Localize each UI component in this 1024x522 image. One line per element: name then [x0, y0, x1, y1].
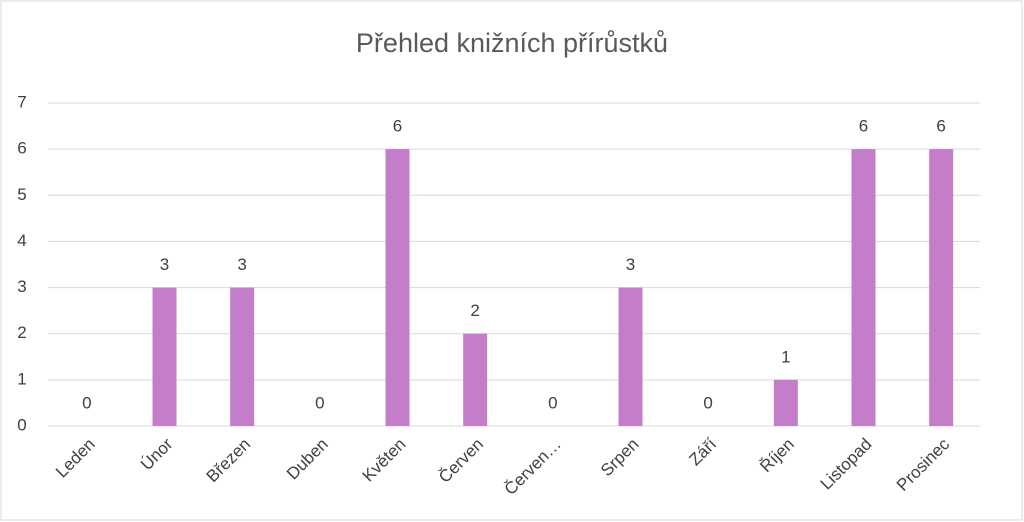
y-tick-label: 7	[17, 92, 26, 111]
y-tick-label: 3	[17, 277, 26, 296]
data-label: 2	[470, 301, 479, 320]
bar	[929, 149, 954, 426]
chart-title: Přehled knižních přírůstků	[356, 28, 668, 58]
bar	[851, 149, 876, 426]
bar	[230, 287, 255, 426]
bar	[385, 149, 410, 426]
data-label: 1	[781, 347, 790, 366]
data-label: 3	[626, 255, 635, 274]
bar	[463, 333, 488, 426]
bar	[773, 379, 798, 426]
y-tick-label: 5	[17, 185, 26, 204]
data-label: 6	[936, 117, 945, 136]
data-label: 0	[82, 393, 91, 412]
y-tick-label: 6	[17, 139, 26, 158]
y-tick-label: 1	[17, 369, 26, 388]
y-tick-label: 2	[17, 323, 26, 342]
bar	[152, 287, 177, 426]
data-label: 0	[703, 393, 712, 412]
y-tick-label: 0	[17, 415, 26, 434]
y-tick-label: 4	[17, 231, 26, 250]
data-label: 6	[393, 117, 402, 136]
data-label: 3	[160, 255, 169, 274]
bar	[618, 287, 643, 426]
data-label: 6	[859, 117, 868, 136]
data-label: 0	[548, 393, 557, 412]
data-label: 0	[315, 393, 324, 412]
data-label: 3	[237, 255, 246, 274]
